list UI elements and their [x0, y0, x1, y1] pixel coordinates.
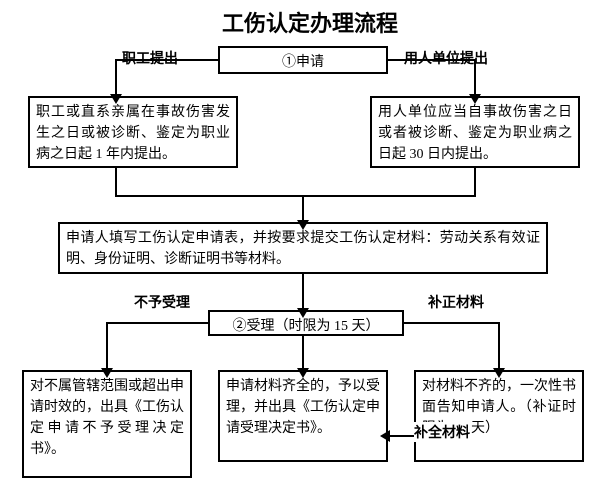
node-employee-deadline: 职工或直系亲属在事故伤害发生之日或被诊断、鉴定为职业病之日起 1 年内提出。 [28, 96, 238, 168]
node-outcome-accept: 申请材料齐全的，予以受理，并出具《工伤认定申请受理决定书》。 [218, 370, 388, 462]
edge-label-supplement-again: 补全材料 [414, 422, 470, 442]
node-acceptance: ②受理（时限为 15 天） [208, 310, 404, 336]
node-outcome-reject: 对不属管辖范围或超出申请时效的，出具《工伤认定申请不予受理决定书》。 [22, 370, 192, 478]
node-employer-deadline: 用人单位应当自事故伤害之日或者被诊断、鉴定为职业病之日起 30 日内提出。 [370, 96, 580, 168]
edge-label-supplement: 补正材料 [428, 292, 484, 312]
edge-label-not-accept: 不予受理 [134, 292, 190, 312]
diagram-title: 工伤认定办理流程 [200, 6, 420, 38]
edge-label-employee-apply: 职工提出 [122, 48, 178, 68]
node-outcome-supplement: 对材料不齐的，一次性书面告知申请人。（补证时限为 15 天） [414, 370, 584, 462]
flowchart-canvas: 工伤认定办理流程 ①申请 职工或直系亲属在事故伤害发生之日或被诊断、鉴定为职业病… [0, 0, 606, 500]
node-submit-materials: 申请人填写工伤认定申请表，并按要求提交工伤认定材料：劳动关系有效证明、身份证明、… [58, 222, 548, 274]
node-apply: ①申请 [218, 46, 388, 74]
edge-label-employer-apply: 用人单位提出 [404, 48, 488, 68]
